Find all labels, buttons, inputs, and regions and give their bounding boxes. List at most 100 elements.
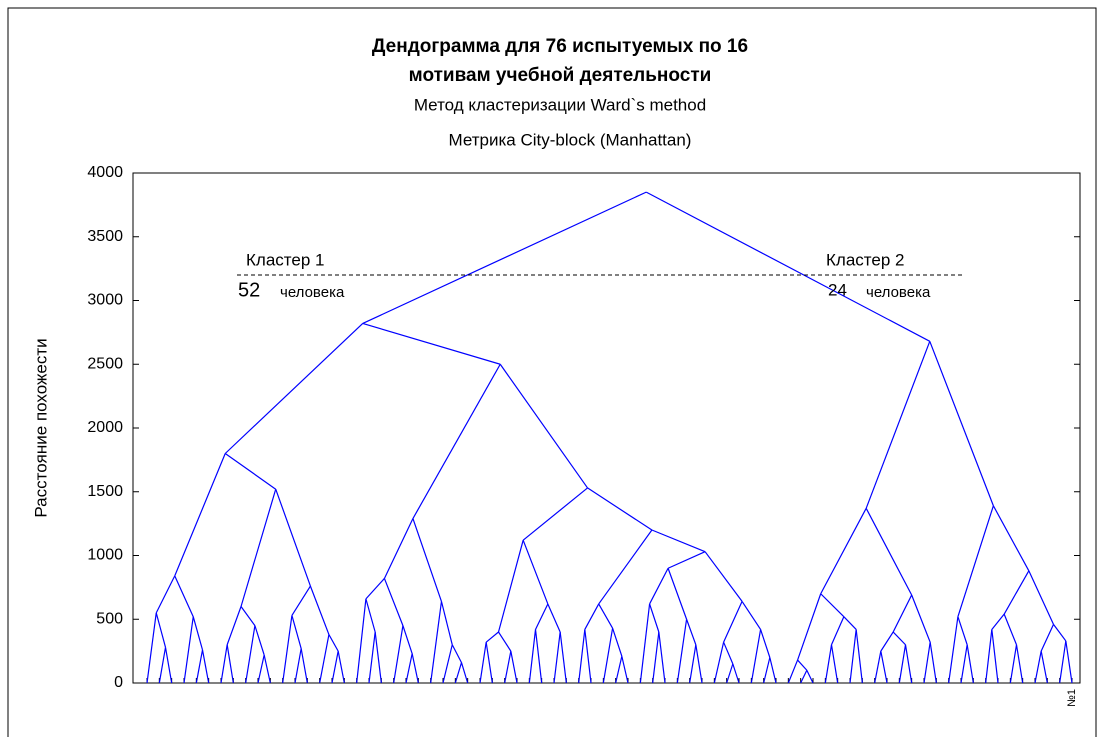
link: [843, 616, 857, 630]
link: [578, 629, 586, 684]
link: [534, 629, 543, 684]
link: [300, 648, 308, 684]
link: [497, 540, 524, 633]
link: [319, 634, 330, 684]
y-tick-label: 3500: [87, 228, 123, 245]
link: [874, 651, 882, 684]
link: [451, 644, 463, 663]
link: [263, 654, 271, 684]
link: [559, 631, 567, 684]
link: [957, 616, 968, 645]
link: [880, 651, 888, 684]
link: [621, 656, 629, 684]
y-tick-label: 3000: [87, 292, 123, 309]
link: [460, 662, 469, 684]
link: [1015, 644, 1024, 684]
link: [658, 631, 666, 684]
link: [275, 488, 311, 587]
cluster-title: Кластер 1: [246, 250, 324, 269]
link: [849, 629, 857, 684]
link: [504, 651, 512, 684]
link: [957, 505, 994, 617]
link: [713, 642, 725, 684]
link: [393, 625, 404, 684]
link: [741, 601, 762, 630]
subtitle: Метод кластеризации Ward`s method: [414, 95, 706, 114]
y-tick-label: 1000: [87, 547, 123, 564]
link: [522, 487, 588, 541]
link: [174, 453, 226, 577]
link: [797, 593, 822, 661]
link: [584, 629, 592, 684]
link: [405, 653, 413, 684]
link: [245, 625, 256, 684]
link: [1059, 640, 1067, 684]
link: [667, 551, 706, 569]
link: [686, 619, 697, 645]
link: [1065, 640, 1073, 684]
link: [806, 669, 814, 684]
link: [651, 529, 706, 553]
link: [929, 642, 937, 684]
link: [892, 631, 906, 646]
link: [820, 593, 845, 618]
link: [649, 603, 660, 633]
link: [328, 634, 339, 652]
link: [615, 656, 623, 684]
link: [224, 453, 277, 490]
link: [992, 505, 1030, 572]
link: [948, 616, 959, 684]
link: [667, 568, 688, 620]
link: [612, 627, 623, 657]
link: [192, 616, 204, 651]
link: [865, 508, 913, 596]
y-tick-label: 0: [114, 674, 123, 691]
link: [337, 651, 345, 684]
link: [411, 653, 419, 684]
y-tick-label: 500: [96, 610, 123, 627]
link: [800, 669, 808, 684]
link: [991, 629, 999, 684]
link: [522, 539, 549, 605]
link: [479, 642, 487, 684]
cluster-count: 24: [828, 280, 847, 299]
y-tick-label: 4000: [87, 164, 123, 181]
link: [760, 629, 771, 658]
link: [497, 631, 512, 652]
link: [282, 615, 293, 684]
link: [689, 644, 697, 684]
link: [499, 363, 589, 489]
link: [966, 644, 974, 684]
y-tick-label: 2000: [87, 419, 123, 436]
link: [769, 657, 777, 684]
link: [830, 616, 845, 645]
link: [454, 662, 463, 684]
link: [412, 518, 443, 602]
link: [368, 631, 376, 684]
link: [534, 603, 549, 630]
link: [587, 487, 653, 531]
link: [639, 603, 651, 684]
link: [155, 612, 167, 648]
link: [1003, 570, 1030, 615]
link: [356, 598, 367, 684]
link: [726, 663, 734, 684]
link: [824, 644, 833, 684]
link: [294, 648, 302, 684]
frame: [7, 7, 1097, 737]
link: [880, 631, 894, 652]
link: [510, 651, 518, 684]
link: [440, 601, 453, 645]
link: [695, 644, 703, 684]
link: [362, 191, 647, 324]
link: [985, 629, 993, 684]
link: [763, 657, 771, 684]
link: [365, 578, 385, 600]
link: [923, 642, 931, 684]
link: [383, 518, 414, 579]
link: [547, 603, 561, 633]
link: [374, 631, 382, 684]
link: [830, 644, 839, 684]
link: [598, 603, 614, 629]
